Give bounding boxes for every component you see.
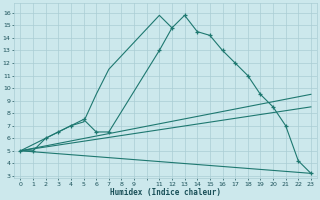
X-axis label: Humidex (Indice chaleur): Humidex (Indice chaleur) [110, 188, 221, 197]
